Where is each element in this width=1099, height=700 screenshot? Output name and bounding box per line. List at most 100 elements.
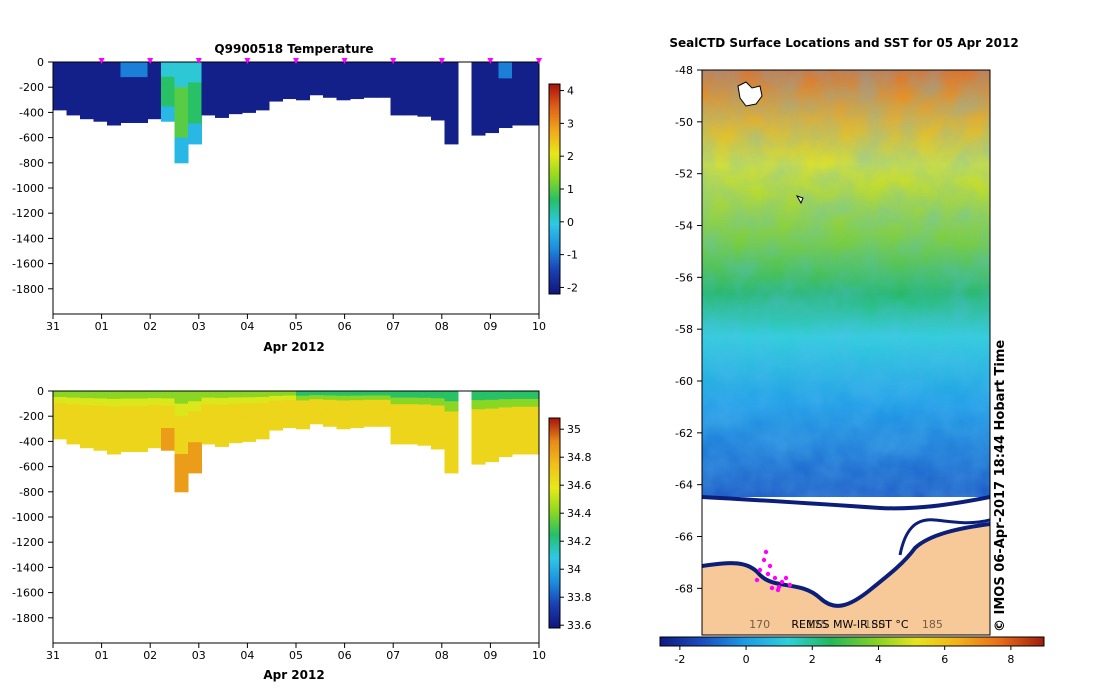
- section-cell: [80, 104, 94, 113]
- section-cell: [174, 74, 189, 88]
- section-cell: [323, 79, 337, 85]
- section-cell: [215, 68, 229, 77]
- section-cell: [323, 421, 337, 427]
- colorbar-tick-label: 34: [567, 563, 581, 576]
- section-cell: [485, 435, 499, 445]
- section-cell: [66, 391, 81, 399]
- section-cell: [134, 62, 148, 71]
- section-cell: [282, 66, 297, 72]
- section-cell: [269, 400, 283, 407]
- section-cell: [228, 403, 243, 411]
- section-cell: [485, 62, 499, 72]
- section-cell: [269, 62, 283, 68]
- section-cell: [93, 62, 108, 70]
- sst-colorbar-tick-label: 6: [941, 653, 948, 666]
- section-cell: [525, 117, 539, 126]
- section-cell: [282, 75, 297, 81]
- section-cell: [296, 90, 310, 96]
- section-cell: [417, 391, 432, 399]
- section-cell: [471, 89, 486, 100]
- y-tick-label: -1400: [12, 232, 44, 245]
- section-cell: [161, 76, 175, 85]
- section-cell: [242, 435, 256, 442]
- section-cell: [93, 84, 108, 93]
- section-cell: [188, 431, 202, 443]
- section-cell: [404, 68, 418, 76]
- section-cell: [80, 440, 94, 449]
- y-tick-label: 0: [37, 385, 44, 398]
- section-cell: [363, 413, 378, 418]
- section-cell: [296, 85, 310, 91]
- section-cell: [417, 82, 432, 90]
- section-cell: [444, 452, 459, 464]
- section-cell: [404, 62, 418, 70]
- section-cell: [404, 410, 418, 418]
- colorbar-tick-label: 35: [567, 423, 581, 436]
- section-cell: [80, 426, 94, 435]
- section-cell: [282, 413, 297, 419]
- section-cell: [80, 97, 94, 106]
- profile-marker: [536, 58, 542, 64]
- section-cell: [471, 391, 486, 401]
- section-cell: [53, 391, 67, 398]
- section-cell: [228, 391, 243, 398]
- section-cell: [363, 79, 378, 85]
- section-cell: [512, 438, 526, 447]
- section-cell: [377, 404, 391, 410]
- section-cell: [404, 424, 418, 432]
- section-cell: [336, 400, 351, 406]
- section-cell: [296, 66, 310, 72]
- section-cell: [282, 62, 297, 68]
- section-cell: [147, 419, 162, 427]
- section-cell: [107, 93, 121, 102]
- section-cell: [269, 425, 283, 431]
- section-cell: [485, 399, 499, 410]
- section-cell: [404, 391, 418, 399]
- section-cell: [525, 69, 539, 79]
- section-cell: [404, 404, 418, 412]
- section-cell: [525, 438, 539, 447]
- section-cell: [147, 69, 162, 77]
- section-cell: [255, 62, 270, 69]
- section-cell: [107, 430, 121, 439]
- section-cell: [215, 96, 229, 105]
- section-cell: [512, 391, 526, 400]
- section-cell: [431, 391, 445, 399]
- section-cell: [377, 92, 391, 98]
- section-cell: [525, 109, 539, 118]
- section-cell: [188, 82, 202, 94]
- section-cell: [80, 391, 94, 399]
- section-cell: [107, 109, 121, 118]
- x-tick-label: 04: [240, 649, 254, 662]
- section-cell: [323, 404, 337, 410]
- section-cell: [309, 391, 324, 396]
- section-cell: [120, 99, 135, 108]
- section-cell: [417, 404, 432, 412]
- section-cell: [444, 462, 459, 474]
- section-cell: [471, 107, 486, 118]
- section-cell: [188, 462, 202, 474]
- section-cell: [161, 413, 175, 422]
- section-cell: [512, 398, 526, 408]
- section-cell: [174, 137, 189, 151]
- profile-marker: [195, 58, 202, 64]
- section-cell: [498, 102, 513, 112]
- x-tick-label: 05: [289, 649, 303, 662]
- section-cell: [471, 427, 486, 438]
- section-cell: [282, 418, 297, 424]
- section-cell: [66, 410, 81, 418]
- map-x-tick-label: 185: [922, 618, 943, 631]
- section-cell: [336, 85, 351, 91]
- section-cell: [228, 429, 243, 437]
- section-cell: [228, 423, 243, 431]
- seal-ctd-location: [757, 567, 763, 573]
- section-cell: [323, 417, 337, 423]
- section-cell: [242, 99, 256, 107]
- section-cell: [525, 422, 539, 431]
- seal-ctd-location: [783, 575, 789, 581]
- section-cell: [363, 391, 378, 396]
- section-cell: [431, 398, 445, 406]
- section-cell: [107, 391, 121, 400]
- section-cell: [188, 123, 202, 135]
- section-cell: [377, 399, 391, 405]
